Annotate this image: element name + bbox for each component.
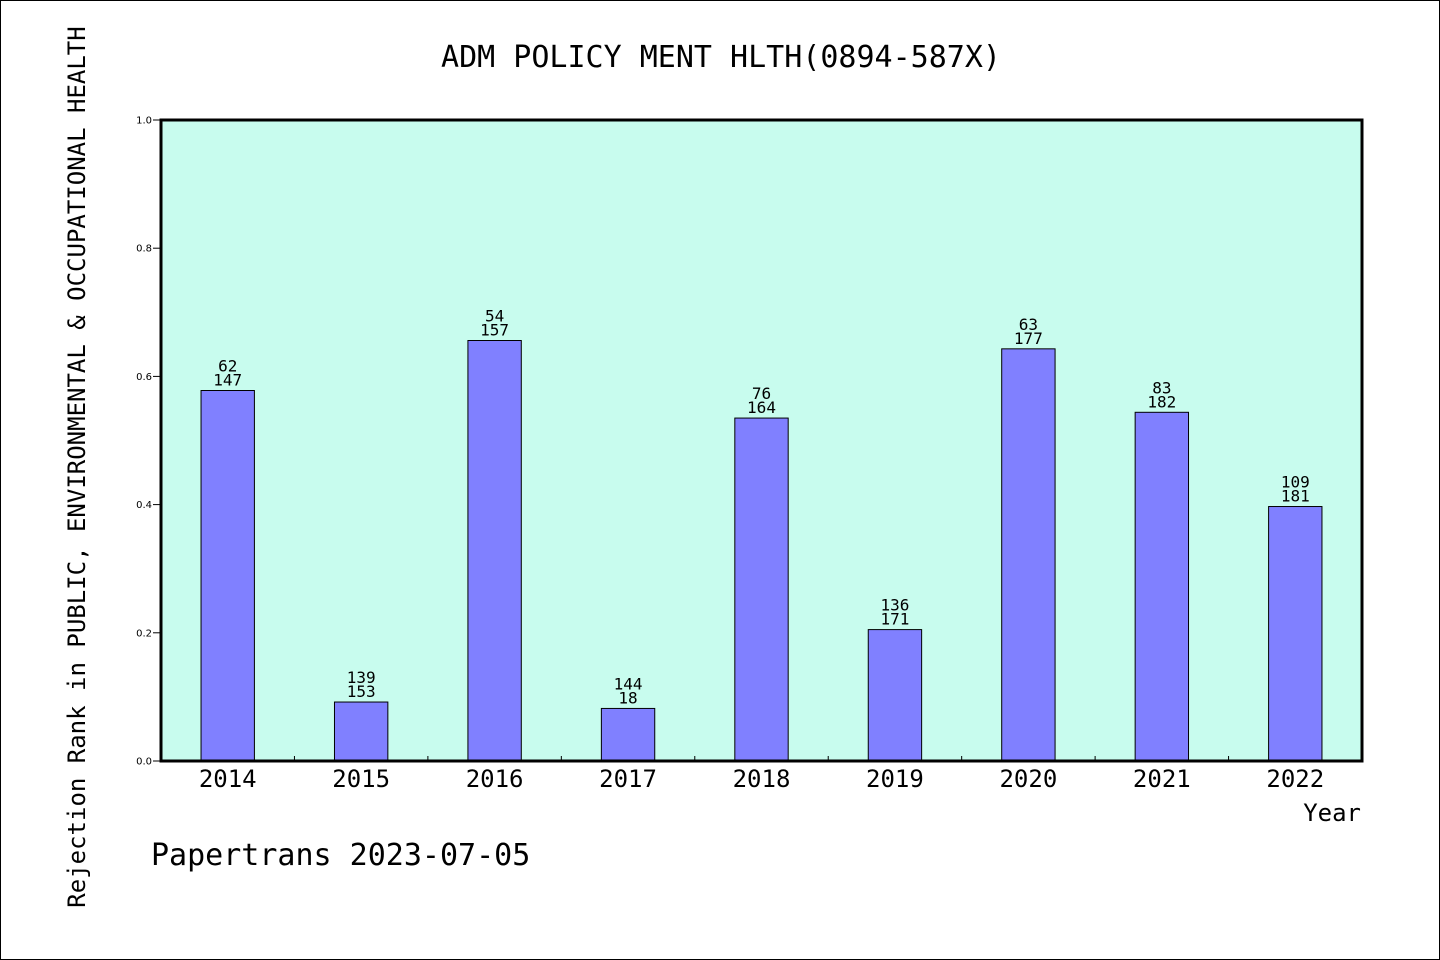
- plot-border: [159, 118, 1364, 763]
- bar-2014: [200, 390, 255, 762]
- data-label: 63: [1019, 315, 1038, 334]
- data-label: 147: [213, 371, 242, 390]
- x-tick-label: 2015: [332, 765, 390, 793]
- x-tick-label: 2020: [999, 765, 1057, 793]
- x-tick-label: 2014: [199, 765, 257, 793]
- bar-2017: [600, 707, 656, 762]
- bar-2016: [467, 340, 522, 762]
- y-tick-label: 0.6: [136, 372, 152, 383]
- data-label: 18: [618, 688, 637, 707]
- data-label: 153: [347, 682, 376, 701]
- bar-series: [200, 340, 1323, 762]
- chart-title: ADM POLICY MENT HLTH(0894-587X): [441, 40, 1001, 75]
- x-axis: 2014 2015 2016 2017 2018 2019 2020 2021 2022: [199, 756, 1324, 793]
- data-label: 83: [1152, 378, 1171, 397]
- data-label: 177: [1014, 329, 1043, 348]
- y-axis-label: Rejection Rank in PUBLIC, ENVIRONMENTAL …: [63, 26, 91, 907]
- x-tick-label: 2017: [599, 765, 657, 793]
- x-tick-label: 2022: [1266, 765, 1324, 793]
- x-axis-label: Year: [1303, 799, 1361, 827]
- data-label: 181: [1281, 487, 1310, 506]
- credit-text: Papertrans 2023-07-05: [151, 838, 530, 873]
- data-labels: 6214713915354157144187616413617163177831…: [213, 307, 1309, 708]
- x-tick-label: 2019: [866, 765, 924, 793]
- data-label: 109: [1281, 473, 1310, 492]
- data-label: 76: [752, 384, 771, 403]
- data-label: 144: [614, 674, 643, 693]
- y-tick-label: 0.2: [136, 628, 152, 639]
- y-axis: 0.0 0.2 0.4 0.6 0.8 1.0: [136, 116, 161, 768]
- data-label: 62: [218, 357, 237, 376]
- y-tick-label: 1.0: [136, 116, 152, 127]
- data-label: 164: [747, 398, 776, 417]
- bar-2019: [867, 629, 923, 762]
- x-tick-label: 2021: [1133, 765, 1191, 793]
- data-label: 136: [880, 596, 909, 615]
- x-tick-label: 2016: [466, 765, 524, 793]
- bar-2021: [1134, 411, 1190, 762]
- data-label: 157: [480, 321, 509, 340]
- y-tick-label: 0.4: [136, 500, 152, 511]
- data-label: 139: [347, 668, 376, 687]
- bar-2022: [1268, 506, 1323, 762]
- data-label: 182: [1147, 392, 1176, 411]
- x-tick-label: 2018: [733, 765, 791, 793]
- data-label: 171: [880, 610, 909, 629]
- bar-2015: [333, 701, 389, 762]
- y-tick-label: 0.8: [136, 244, 152, 255]
- y-tick-label: 0.0: [136, 757, 152, 768]
- bar-2018: [734, 417, 789, 762]
- data-label: 54: [485, 307, 504, 326]
- bar-2020: [1001, 348, 1056, 762]
